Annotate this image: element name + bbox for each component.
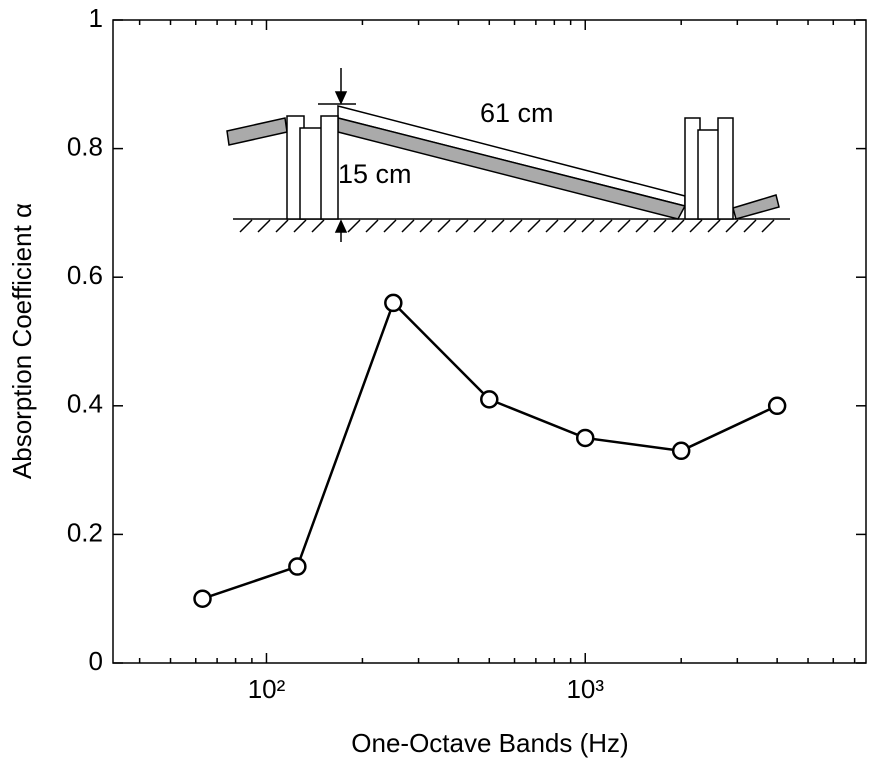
x-axis-label: One-Octave Bands (Hz): [351, 728, 628, 758]
data-point: [575, 428, 595, 448]
x-tick-label: 10²: [248, 674, 286, 704]
data-point: [288, 557, 307, 576]
data-point: [193, 589, 212, 608]
y-tick-label: 1: [89, 3, 103, 33]
data-point: [384, 293, 403, 313]
y-tick-label: 0.2: [67, 517, 103, 547]
annotation: 61 cm: [480, 98, 554, 128]
data-point: [671, 441, 691, 461]
data-point: [480, 390, 499, 409]
y-tick-label: 0.8: [67, 131, 103, 161]
data-line: [202, 300, 778, 600]
data-point: [767, 396, 787, 416]
y-tick-label: 0: [89, 646, 103, 676]
y-tick-label: 0.4: [67, 389, 103, 419]
y-axis-label: Absorption Coefficient α: [7, 203, 37, 479]
y-tick-label: 0.6: [67, 260, 103, 290]
annotation: 15 cm: [338, 159, 412, 189]
inset-diagram: [226, 68, 790, 242]
x-tick-label: 10³: [566, 674, 604, 704]
